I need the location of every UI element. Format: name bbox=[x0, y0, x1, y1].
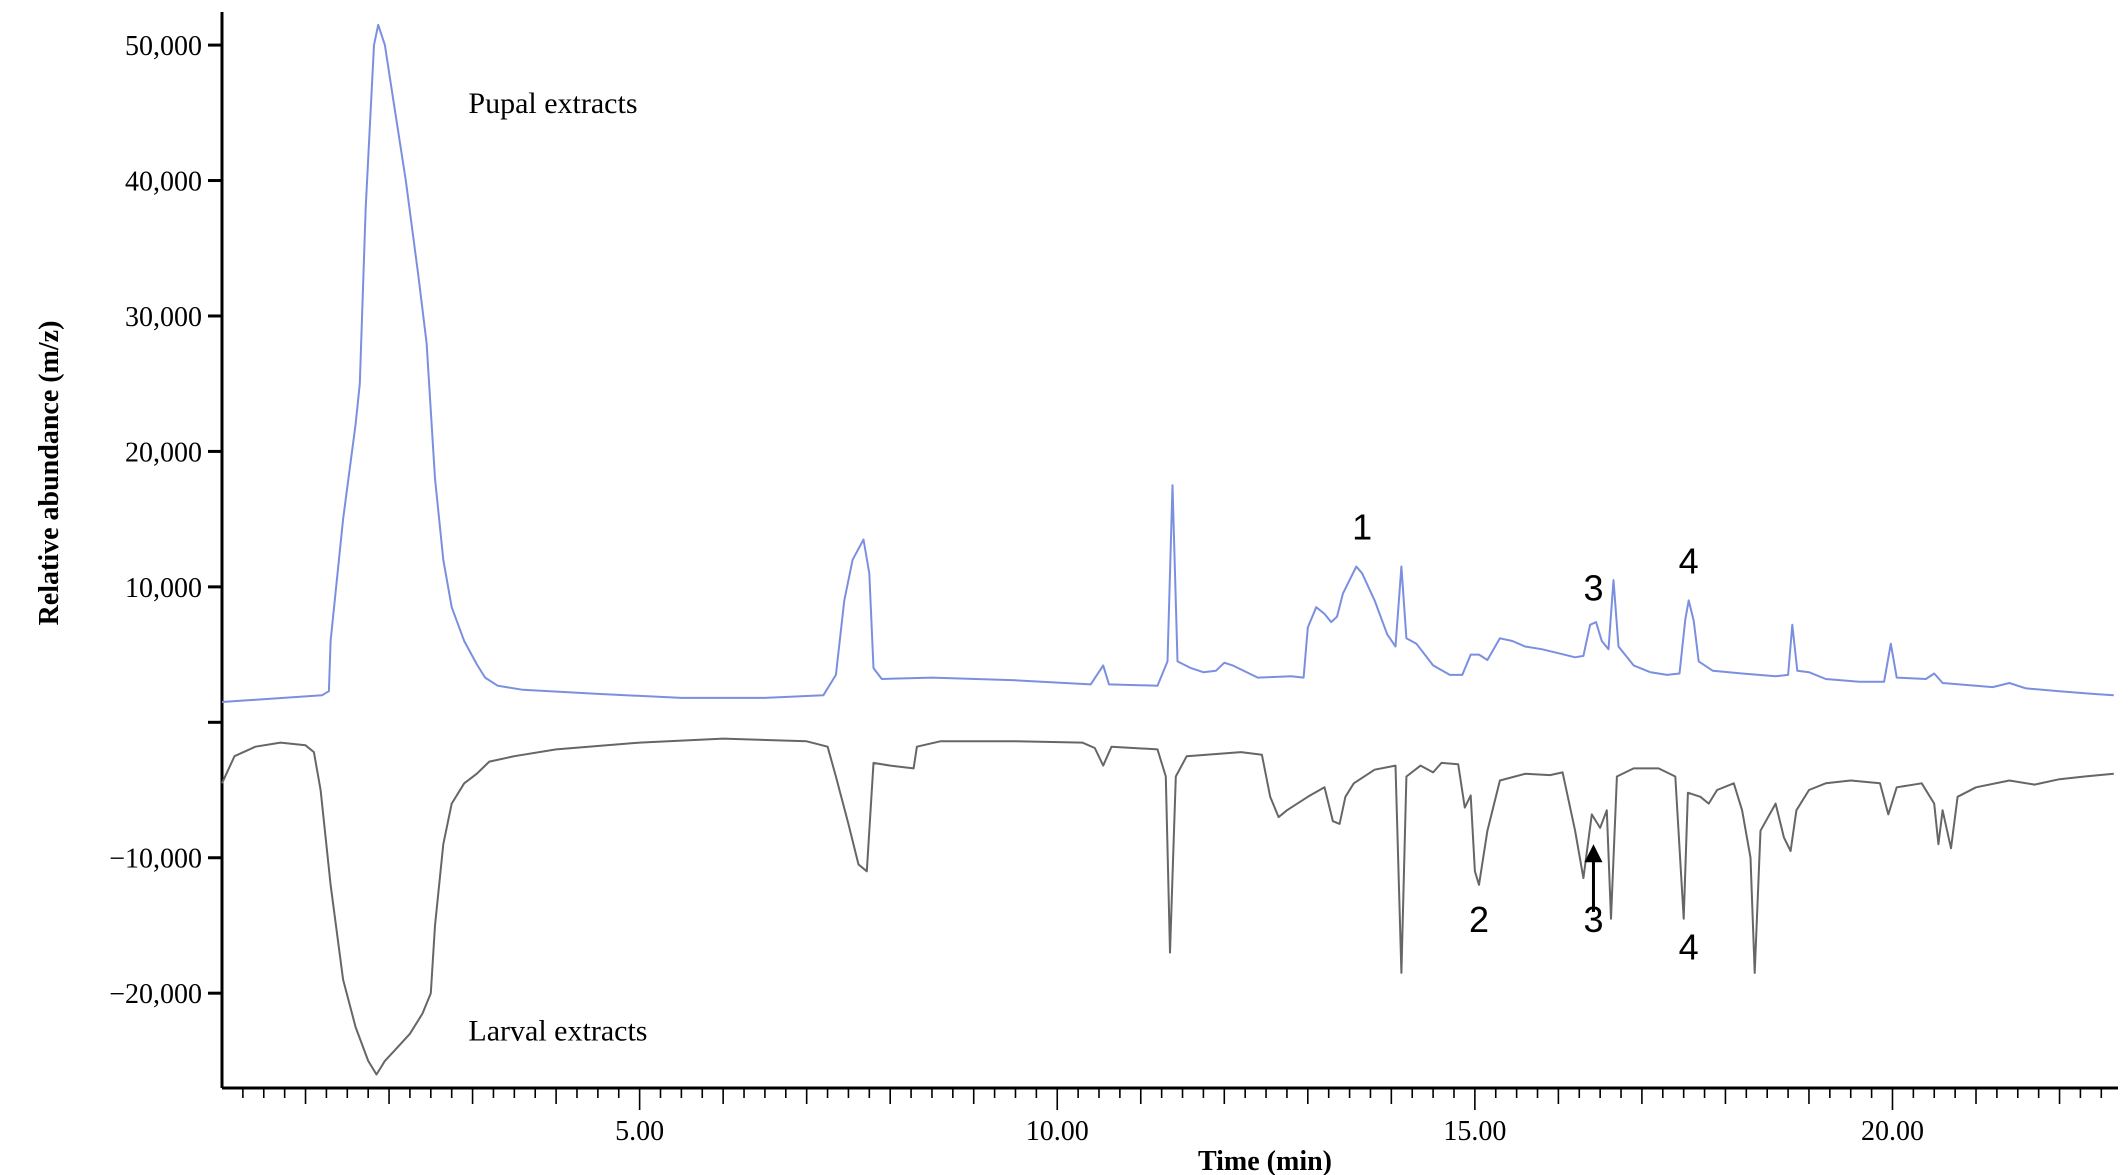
y-tick-label: 40,000 bbox=[125, 167, 202, 198]
arrow-head bbox=[1584, 844, 1603, 863]
peak-label: 4 bbox=[1679, 540, 1699, 581]
x-tick-label: 10.00 bbox=[1026, 1116, 1089, 1147]
series-name-label: Larval extracts bbox=[468, 1015, 647, 1048]
ticks: 50,000 40,000 30,000 20,000 10,000 −10,000 −20… bbox=[109, 31, 2103, 1147]
y-tick-label: 50,000 bbox=[125, 31, 202, 62]
y-tick-label: 10,000 bbox=[125, 573, 202, 604]
y-tick-label: 20,000 bbox=[125, 437, 202, 468]
peak-label: 4 bbox=[1679, 926, 1699, 967]
axes bbox=[220, 12, 2118, 1090]
peak-label: 3 bbox=[1583, 899, 1603, 940]
peak-label: 2 bbox=[1469, 899, 1489, 940]
series-line-larval bbox=[221, 737, 2114, 1076]
y-axis-label: Relative abundance (m/z) bbox=[34, 321, 65, 626]
peak-label: 1 bbox=[1352, 506, 1372, 547]
annotations: Pupal extracts Larval extracts 1 3 4 2 3 4 bbox=[468, 87, 1698, 1048]
peak-label: 3 bbox=[1583, 567, 1603, 608]
x-tick-label: 5.00 bbox=[615, 1116, 664, 1147]
x-tick-label: 15.00 bbox=[1443, 1116, 1506, 1147]
x-axis-label: Time (min) bbox=[1198, 1146, 1332, 1175]
y-tick-label: −10,000 bbox=[109, 844, 202, 875]
series-line-pupal bbox=[221, 23, 2114, 703]
x-tick-label: 20.00 bbox=[1861, 1116, 1924, 1147]
y-tick-label: −20,000 bbox=[109, 979, 202, 1010]
series-name-label: Pupal extracts bbox=[468, 87, 637, 120]
series-lines bbox=[221, 23, 2114, 1076]
y-tick-label: 30,000 bbox=[125, 302, 202, 333]
